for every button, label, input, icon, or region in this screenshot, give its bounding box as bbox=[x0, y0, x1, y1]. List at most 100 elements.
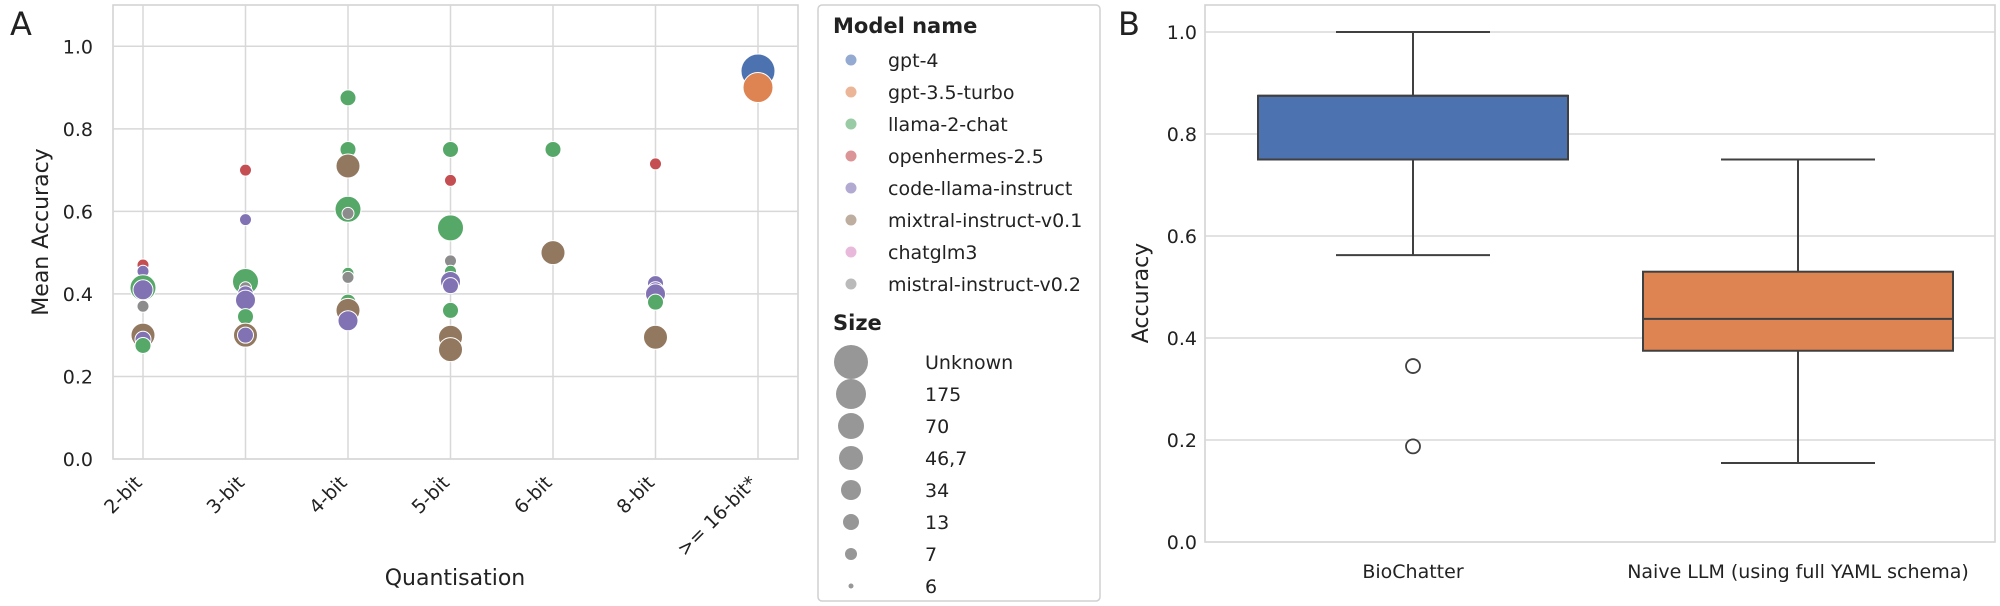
legend-size-marker bbox=[834, 345, 868, 379]
legend-model-marker bbox=[845, 182, 857, 194]
legend-size-label: Unknown bbox=[925, 352, 1013, 374]
chart-b-x-tick: BioChatter bbox=[1362, 561, 1463, 583]
chart-b-y-tick: 0.2 bbox=[1167, 430, 1197, 452]
chart-b-x-tick-labels: BioChatter Naive LLM (using full YAML sch… bbox=[1362, 561, 1968, 583]
legend-model-marker bbox=[845, 246, 857, 258]
chart-a-x-tick: 3-bit bbox=[203, 472, 249, 518]
chart-b-y-tick: 1.0 bbox=[1167, 22, 1197, 44]
legend-model-label: mixtral-instruct-v0.1 bbox=[888, 210, 1082, 232]
chart-b-y-tick-labels: 0.0 0.2 0.4 0.6 0.8 1.0 bbox=[1167, 22, 1197, 554]
chart-a-point bbox=[444, 173, 457, 187]
chart-a-y-tick-labels: 0.0 0.2 0.4 0.6 0.8 1.0 bbox=[63, 36, 93, 471]
legend-size-marker bbox=[845, 548, 857, 560]
chart-a-point bbox=[438, 337, 463, 363]
legend-size-marker bbox=[838, 413, 864, 439]
chart-a-point bbox=[136, 299, 150, 313]
chart-b-y-axis-label: Accuracy bbox=[1129, 243, 1154, 343]
chart-a-x-tick: 6-bit bbox=[510, 472, 556, 518]
chart-a-x-tick: 8-bit bbox=[613, 472, 659, 518]
legend-size-marker bbox=[836, 379, 866, 409]
legend-model-marker bbox=[845, 278, 857, 290]
legend-model-label: gpt-4 bbox=[888, 50, 939, 72]
chart-a-point bbox=[442, 140, 459, 158]
chart-a-point bbox=[341, 206, 355, 220]
legend-size-label: 175 bbox=[925, 384, 961, 406]
legend-model-marker bbox=[845, 86, 857, 98]
panel-b-label: B bbox=[1118, 5, 1140, 43]
chart-b-outlier bbox=[1405, 358, 1421, 374]
chart-a-point bbox=[544, 140, 562, 158]
legend-model-label: gpt-3.5-turbo bbox=[888, 82, 1015, 104]
chart-a-point bbox=[132, 279, 154, 301]
chart-a-y-tick: 0.6 bbox=[63, 201, 93, 223]
chart-a-y-axis-label: Mean Accuracy bbox=[29, 148, 54, 315]
legend-size-label: 34 bbox=[925, 480, 949, 502]
legend-model-label: code-llama-instruct bbox=[888, 178, 1072, 200]
legend-model-marker bbox=[845, 118, 857, 130]
chart-a-point bbox=[341, 270, 355, 284]
chart-a-point bbox=[239, 163, 252, 177]
chart-a-y-tick: 0.2 bbox=[63, 366, 93, 388]
chart-a-x-tick: 4-bit bbox=[305, 472, 351, 518]
chart-b-box bbox=[1642, 270, 1954, 352]
legend-size-label: 46,7 bbox=[925, 448, 967, 470]
chart-a-point bbox=[437, 214, 464, 242]
legend-model-label: chatglm3 bbox=[888, 242, 978, 264]
legend-size-marker bbox=[841, 480, 861, 500]
legend-model-marker bbox=[845, 54, 857, 66]
legend-model-marker bbox=[845, 214, 857, 226]
chart-b-y-tick: 0.6 bbox=[1167, 226, 1197, 248]
legend-size-marker bbox=[843, 514, 859, 530]
chart-a-point bbox=[335, 153, 361, 179]
legend-model-entries: gpt-4 gpt-3.5-turbo llama-2-chat openhermes… bbox=[845, 50, 1082, 296]
chart-a-point bbox=[647, 293, 664, 311]
chart-a-point bbox=[134, 337, 152, 354]
legend-model-marker bbox=[845, 150, 857, 162]
legend-model-title: Model name bbox=[833, 14, 977, 38]
chart-a-y-tick: 0.8 bbox=[63, 119, 93, 141]
chart-b-y-tick: 0.4 bbox=[1167, 328, 1197, 350]
chart-a-point bbox=[742, 72, 774, 104]
legend-size-label: 6 bbox=[925, 576, 937, 598]
legend-model-label: openhermes-2.5 bbox=[888, 146, 1044, 168]
chart-a-point bbox=[442, 277, 459, 295]
legend-size-entries: Unknown 175 70 46,7 34 13 7 6 bbox=[834, 345, 1013, 598]
chart-a-y-tick: 0.0 bbox=[63, 449, 93, 471]
chart-a-gridlines bbox=[113, 5, 798, 460]
legend-box bbox=[817, 4, 1101, 602]
chart-a-x-tick: 5-bit bbox=[408, 472, 454, 518]
chart-a-points bbox=[129, 53, 776, 363]
chart-a-y-tick: 1.0 bbox=[63, 36, 93, 58]
chart-a-point bbox=[237, 326, 254, 344]
legend-size-marker bbox=[839, 446, 863, 470]
chart-a-point bbox=[239, 213, 252, 227]
legend-size-marker bbox=[848, 583, 854, 589]
chart-a-point bbox=[442, 301, 459, 319]
chart-a-x-tick: >= 16-bit* bbox=[673, 472, 762, 561]
chart-a-point bbox=[237, 308, 254, 326]
chart-a-point bbox=[339, 89, 357, 107]
chart-b-x-tick: Naive LLM (using full YAML schema) bbox=[1627, 561, 1969, 583]
chart-a-x-tick-labels: 2-bit 3-bit 4-bit 5-bit 6-bit 8-bit >= 16-bit* bbox=[100, 472, 761, 561]
chart-a-point bbox=[643, 324, 668, 350]
chart-a-point bbox=[235, 289, 256, 311]
legend-model-label: llama-2-chat bbox=[888, 114, 1008, 136]
legend-model-label: mistral-instruct-v0.2 bbox=[888, 274, 1081, 296]
chart-b-y-tick: 0.0 bbox=[1167, 532, 1197, 554]
chart-a-x-tick: 2-bit bbox=[100, 472, 146, 518]
chart-a-point bbox=[649, 157, 662, 171]
chart-b-boxes bbox=[1257, 31, 1954, 464]
chart-b-outlier bbox=[1405, 438, 1421, 455]
panel-a-label: A bbox=[10, 5, 32, 43]
chart-b-box bbox=[1257, 94, 1569, 161]
chart-a-y-tick: 0.4 bbox=[63, 284, 93, 306]
chart-a-x-axis-label: Quantisation bbox=[385, 566, 526, 591]
chart-a-point bbox=[540, 240, 566, 266]
legend-size-label: 70 bbox=[925, 416, 949, 438]
chart-b-y-tick: 0.8 bbox=[1167, 124, 1197, 146]
legend-size-label: 13 bbox=[925, 512, 949, 534]
chart-a-point bbox=[337, 310, 359, 332]
legend-size-title: Size bbox=[833, 311, 882, 335]
legend-size-label: 7 bbox=[925, 544, 937, 566]
